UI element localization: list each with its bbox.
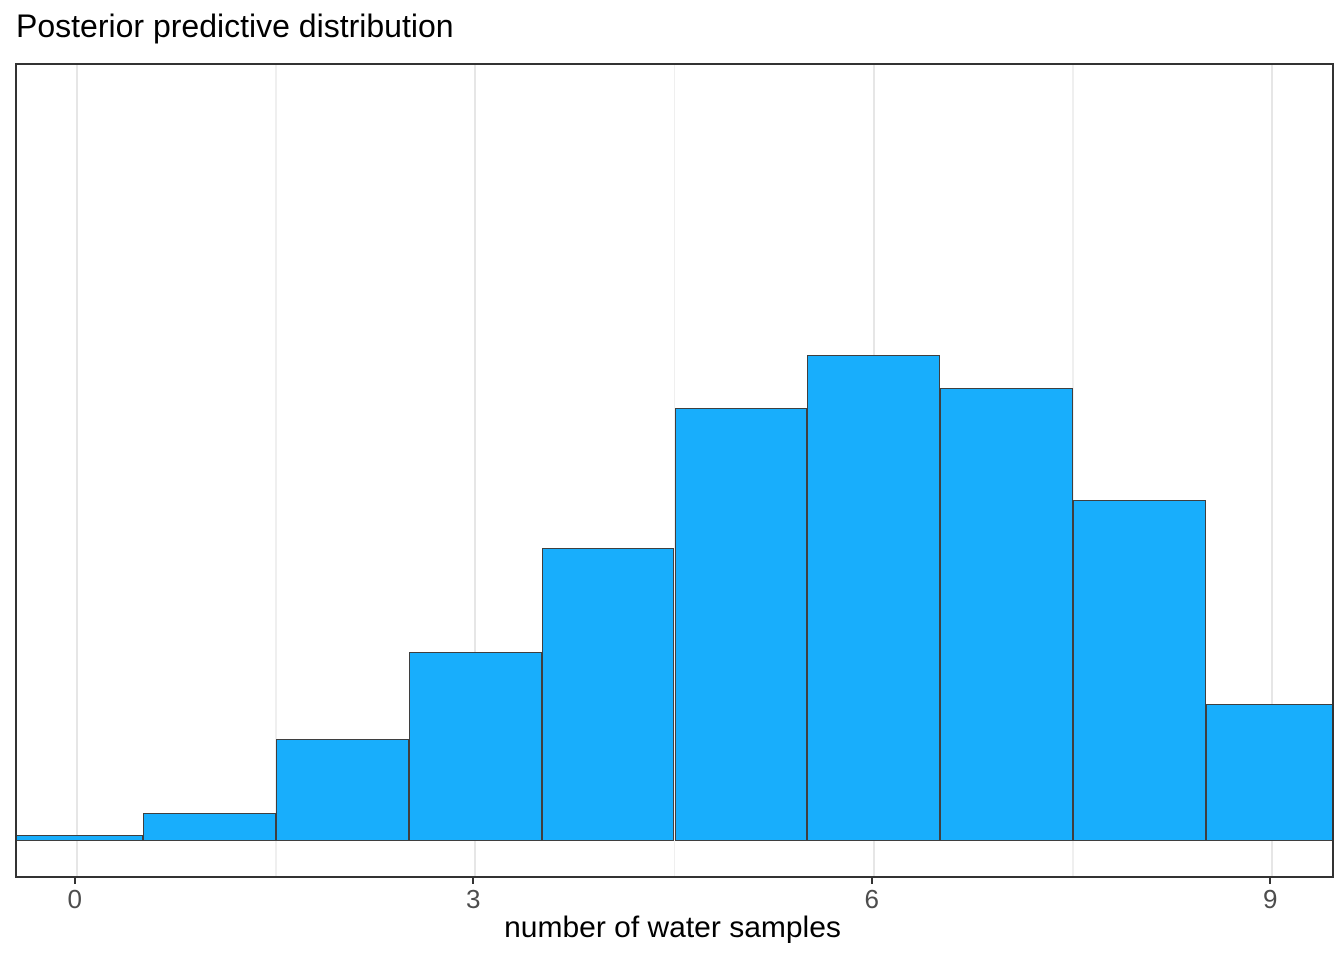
histogram-bar-8: [1072, 499, 1206, 841]
x-tick-mark: [472, 877, 475, 884]
x-tick-mark: [870, 877, 873, 884]
histogram-bar-3: [408, 651, 542, 841]
plot-title: Posterior predictive distribution: [16, 8, 454, 44]
x-tick-label-9: 9: [1262, 884, 1278, 914]
x-tick-mark: [73, 877, 76, 884]
gridline-minor: [275, 65, 277, 876]
histogram-bar-5: [674, 407, 808, 841]
plot-panel: [15, 63, 1334, 878]
gridline-major: [75, 65, 78, 876]
gridline-major: [474, 65, 477, 876]
gridline-minor: [1072, 65, 1074, 876]
histogram-bar-2: [276, 738, 409, 841]
x-tick-label-3: 3: [466, 884, 481, 914]
histogram-bar-9: [1205, 703, 1332, 841]
gridline-major: [1271, 65, 1274, 876]
histogram-bar-7: [940, 387, 1073, 841]
x-tick-label-6: 6: [864, 884, 879, 914]
histogram-bar-1: [143, 813, 276, 841]
x-axis-title: number of water samples: [504, 911, 841, 944]
histogram-bar-6: [807, 354, 941, 841]
x-tick-mark: [1269, 877, 1272, 884]
histogram-bar-4: [541, 547, 675, 841]
histogram-bar-0: [17, 835, 144, 841]
x-tick-label-0: 0: [67, 884, 82, 914]
x-axis: 0 3 6 9: [15, 877, 1330, 917]
